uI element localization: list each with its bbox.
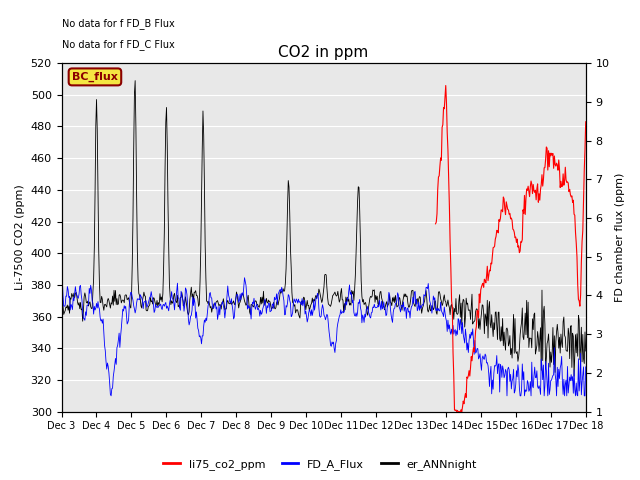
Title: CO2 in ppm: CO2 in ppm: [278, 46, 369, 60]
Text: No data for f FD_B Flux: No data for f FD_B Flux: [61, 18, 174, 29]
Legend: li75_co2_ppm, FD_A_Flux, er_ANNnight: li75_co2_ppm, FD_A_Flux, er_ANNnight: [159, 455, 481, 474]
Y-axis label: Li-7500 CO2 (ppm): Li-7500 CO2 (ppm): [15, 184, 25, 290]
Text: BC_flux: BC_flux: [72, 72, 118, 82]
Y-axis label: FD chamber flux (ppm): FD chamber flux (ppm): [615, 173, 625, 302]
Text: No data for f FD_C Flux: No data for f FD_C Flux: [61, 39, 174, 49]
